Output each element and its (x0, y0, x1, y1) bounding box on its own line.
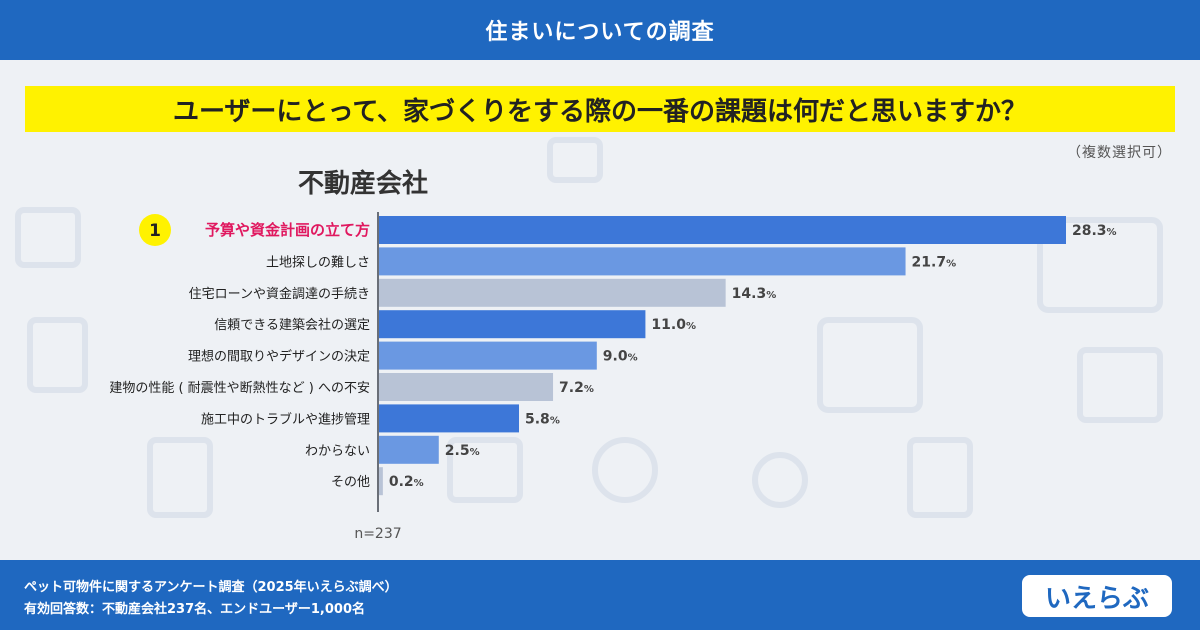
presentation-icon (817, 317, 923, 413)
bar-9 (378, 467, 383, 496)
key-icon (752, 452, 808, 508)
category-label-9: その他 (331, 475, 370, 490)
value-label-8: 2.5% (445, 443, 480, 459)
desk-icon (1037, 217, 1163, 313)
clipboard-icon (907, 437, 973, 518)
bar-1 (378, 216, 1066, 244)
question-text: ユーザーにとって、家づくりをする際の一番の課題は何だと思いますか？ (172, 96, 1028, 127)
chart-icon (547, 137, 603, 183)
footer-respondents: 有効回答数：不動産会社237名、エンドユーザー1,000名 (24, 602, 365, 617)
book-icon (447, 437, 523, 503)
footer-band (0, 560, 1200, 630)
phone-icon (1077, 347, 1163, 423)
value-label-1: 28.3% (1072, 223, 1117, 239)
bar-4 (378, 310, 646, 339)
footer-source: ペット可物件に関するアンケート調査（2025年いえらぶ調べ） (24, 580, 398, 595)
bar-7 (378, 404, 520, 433)
rank-badge (139, 214, 171, 246)
category-label-2: 土地探しの難しさ (266, 255, 370, 270)
value-label-6: 7.2% (559, 380, 594, 396)
category-label-7: 施工中のトラブルや進捗管理 (201, 411, 370, 427)
question-banner: ユーザーにとって、家づくりをする際の一番の課題は何だと思いますか？ (25, 86, 1175, 132)
bar-5 (378, 341, 597, 370)
value-label-9: 0.2% (389, 474, 424, 490)
background-icons (15, 137, 1163, 518)
lock-icon (15, 207, 81, 268)
ierabu-logo: いえらぶ (1022, 575, 1172, 617)
rank-number: 1 (149, 221, 161, 241)
header-title: 住まいについての調査 (485, 20, 715, 45)
value-label-5: 9.0% (603, 349, 638, 365)
lightbulb-icon (592, 437, 658, 503)
header-band: 住まいについての調査 (0, 0, 1200, 60)
clipboard-icon (147, 437, 213, 518)
value-label-7: 5.8% (525, 411, 560, 427)
value-label-3: 14.3% (732, 286, 777, 302)
category-label-6: 建物の性能 ( 耐震性や断熱性など ) への不安 (109, 381, 370, 396)
category-label-1: 予算や資金計画の立て方 (205, 221, 370, 239)
bar-3 (378, 278, 726, 307)
document-icon (27, 317, 88, 393)
value-label-2: 21.7% (912, 254, 957, 270)
category-label-5: 理想の間取りやデザインの決定 (188, 349, 370, 365)
bar-8 (378, 435, 439, 464)
category-label-3: 住宅ローンや資金調達の手続き (189, 286, 370, 302)
bar-6 (378, 373, 554, 401)
bar-2 (378, 247, 906, 276)
category-label-4: 信頼できる建築会社の選定 (214, 317, 370, 333)
sample-size-label: n=237 (354, 526, 401, 542)
bar-chart: 予算や資金計画の立て方 28.3% 土地探しの難しさ 21.7% 住宅ローンや資金調達の… (109, 212, 1117, 542)
logo-text: いえらぶ (1044, 583, 1149, 614)
multiple-choice-note: （複数選択可） (1067, 145, 1172, 161)
chart-title: 不動産会社 (298, 169, 429, 199)
value-label-4: 11.0% (651, 317, 696, 333)
category-label-8: わからない (305, 444, 370, 459)
